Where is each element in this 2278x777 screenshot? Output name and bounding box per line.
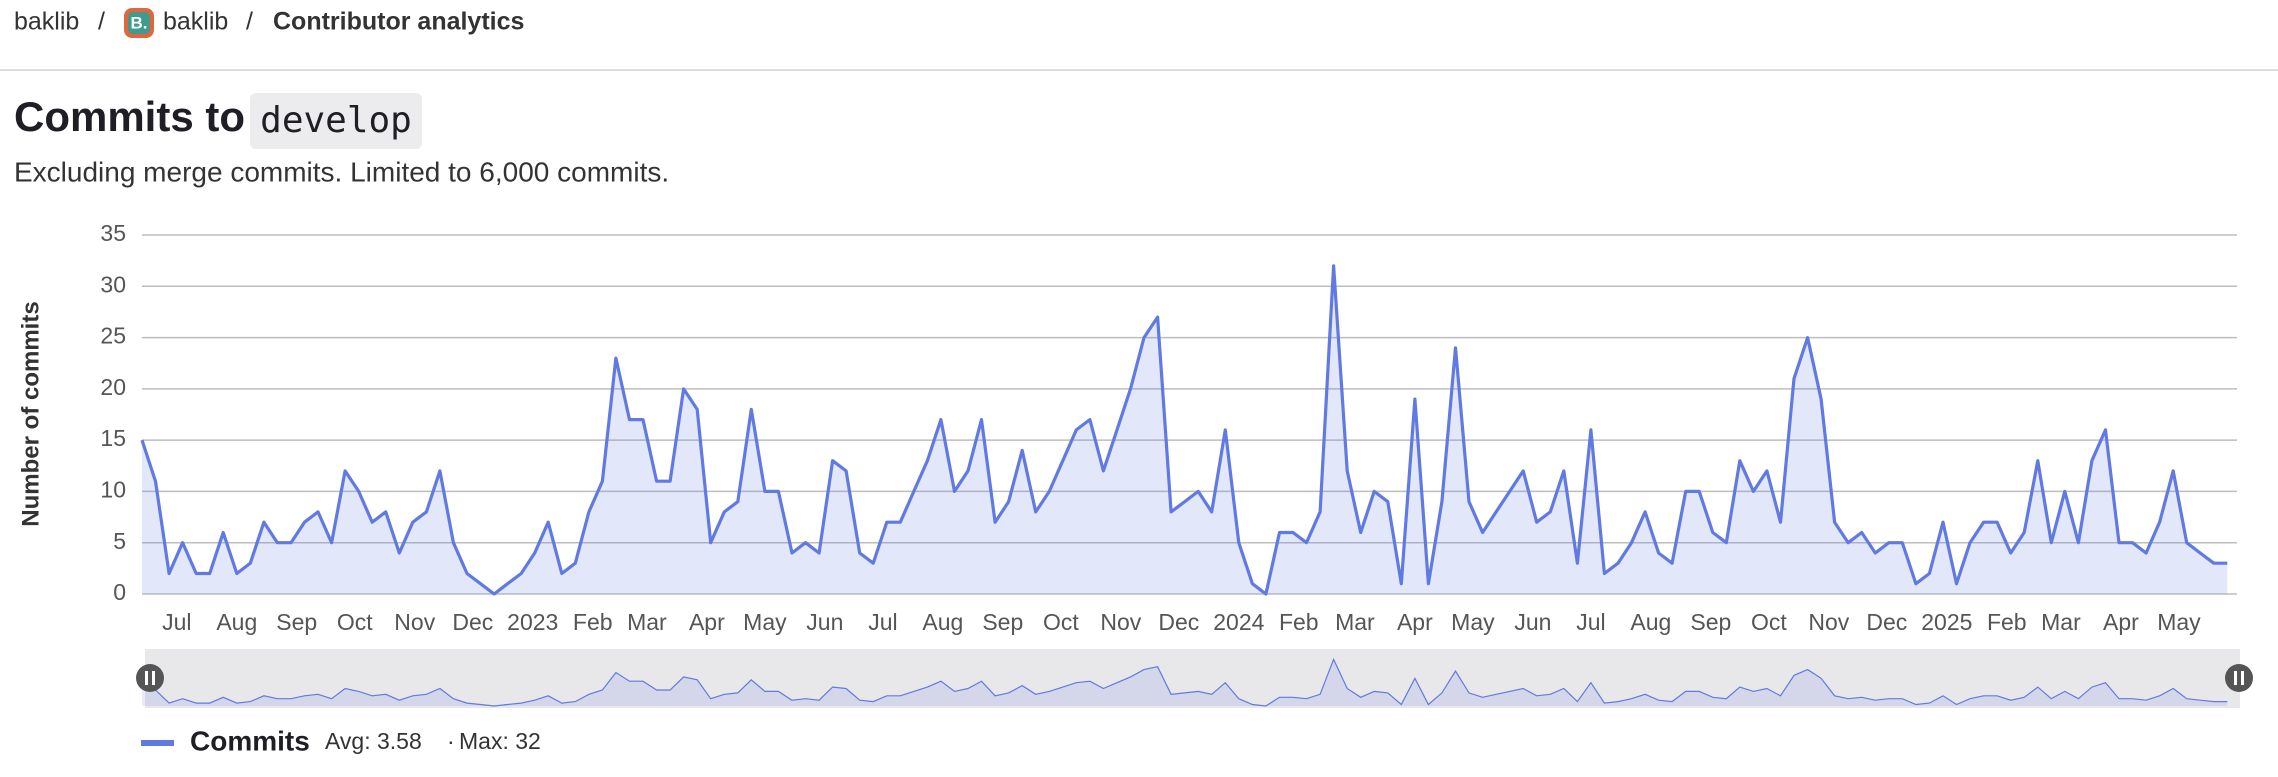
x-tick-label: Aug	[216, 609, 257, 635]
y-tick-label: 10	[100, 477, 126, 503]
x-tick-label: Sep	[276, 609, 317, 635]
x-tick-label: Aug	[1630, 609, 1671, 635]
navigator-handle[interactable]	[2225, 664, 2253, 692]
navigator-series	[141, 657, 2228, 707]
x-tick-label: 2024	[1213, 609, 1264, 635]
x-tick-label: May	[2157, 609, 2201, 635]
x-tick-label: Jul	[162, 609, 191, 635]
y-axis-label: Number of commits	[17, 301, 44, 526]
breadcrumb-link[interactable]: baklib	[14, 8, 79, 36]
x-tick-label: 2025	[1921, 609, 1972, 635]
x-tick-label: Oct	[1043, 609, 1079, 635]
x-tick-label: Apr	[2103, 609, 2139, 635]
legend-stat: Avg: 3.58	[325, 728, 422, 754]
x-tick-label: Feb	[1279, 609, 1319, 635]
avatar-inner	[128, 12, 150, 34]
page-title: Commits to	[14, 93, 245, 140]
x-tick-label: Feb	[573, 609, 613, 635]
x-tick-label: Jun	[806, 609, 843, 635]
code-box	[250, 93, 422, 149]
x-tick-label: Nov	[1100, 609, 1141, 635]
y-tick-label: 0	[113, 579, 126, 605]
breadcrumb-link[interactable]: baklib	[163, 8, 228, 36]
legend-label[interactable]: Commits	[190, 725, 310, 756]
x-tick-label: Oct	[1751, 609, 1787, 635]
x-tick-label: Mar	[1335, 609, 1375, 635]
x-tick-label: Mar	[627, 609, 667, 635]
y-tick-label: 15	[100, 425, 126, 451]
x-tick-label: Feb	[1987, 609, 2027, 635]
legend-separator: ·	[447, 728, 455, 754]
x-tick-label: Dec	[1158, 609, 1199, 635]
x-tick-label: Apr	[1397, 609, 1433, 635]
y-tick-label: 25	[100, 323, 126, 349]
x-tick-label: 2023	[507, 609, 558, 635]
y-tick-label: 5	[113, 528, 126, 554]
x-tick-label: Jul	[1576, 609, 1605, 635]
x-tick-label: Sep	[1690, 609, 1731, 635]
y-tick-label: 30	[100, 271, 126, 297]
x-tick-label: Dec	[452, 609, 493, 635]
breadcrumb-current[interactable]: Contributor analytics	[273, 8, 524, 36]
series-line	[140, 264, 2228, 596]
branch-name: develop	[260, 100, 412, 141]
x-tick-label: Mar	[2041, 609, 2081, 635]
navigator-line	[141, 657, 2228, 707]
x-tick-label: Jun	[1514, 609, 1551, 635]
x-tick-label: May	[743, 609, 787, 635]
x-tick-label: Jul	[868, 609, 897, 635]
avatar-letter: B.	[131, 13, 148, 32]
x-tick-label: Apr	[689, 609, 725, 635]
subtitle: Excluding merge commits. Limited to 6,00…	[14, 156, 669, 187]
x-tick-label: Nov	[1808, 609, 1849, 635]
legend-stat: Max: 32	[459, 728, 541, 754]
x-tick-label: Oct	[337, 609, 373, 635]
x-tick-label: May	[1451, 609, 1495, 635]
navigator-handle[interactable]	[136, 664, 164, 692]
separator: /	[98, 8, 105, 36]
y-tick-label: 20	[100, 374, 126, 400]
x-tick-label: Dec	[1866, 609, 1907, 635]
x-tick-label: Nov	[394, 609, 435, 635]
separator: /	[246, 8, 253, 36]
y-tick-label: 35	[100, 220, 126, 246]
x-tick-label: Sep	[982, 609, 1023, 635]
x-tick-label: Aug	[922, 609, 963, 635]
